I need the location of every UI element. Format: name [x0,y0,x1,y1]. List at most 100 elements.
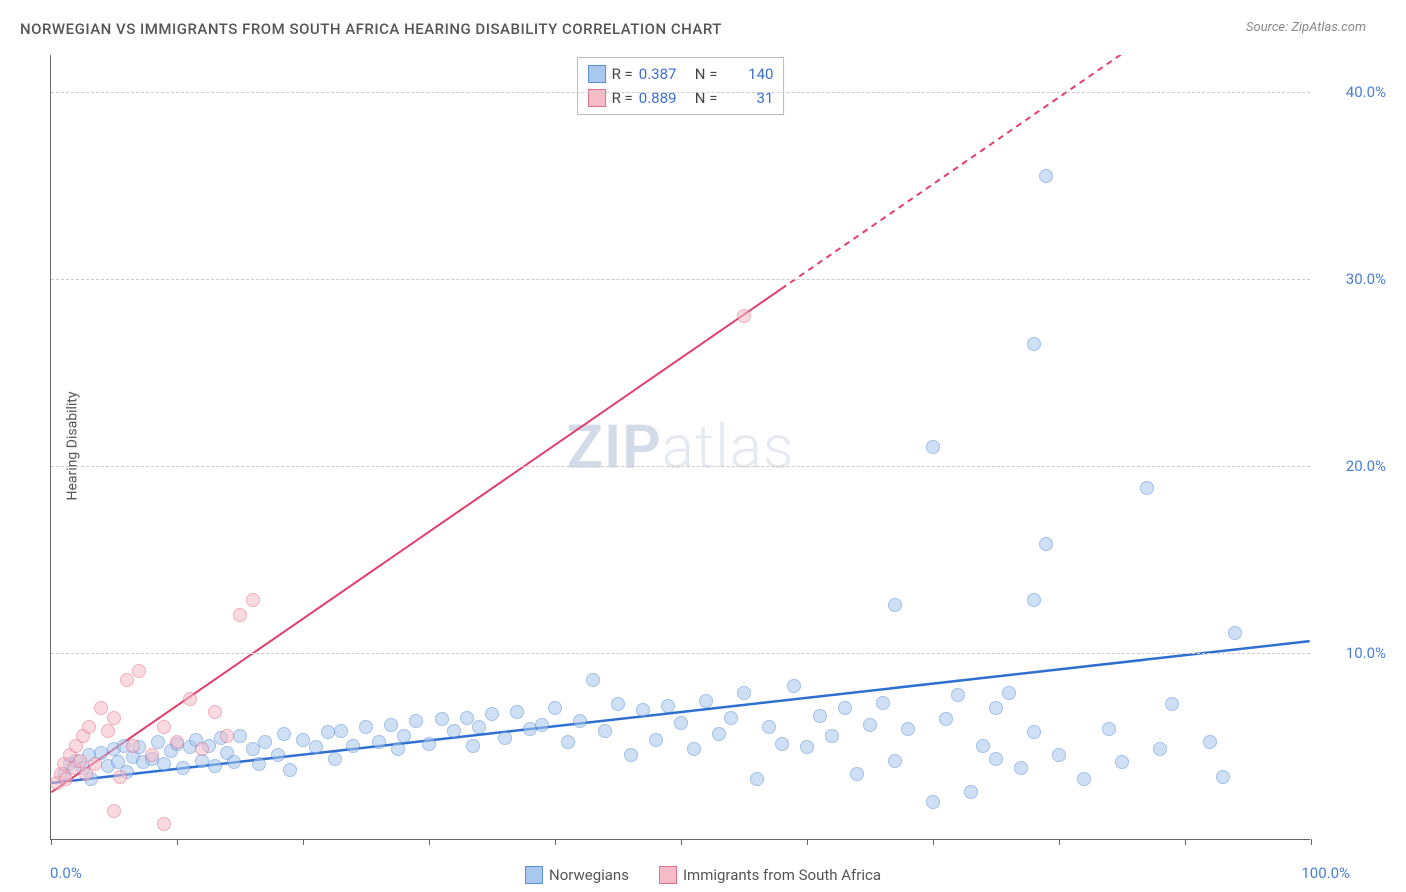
scatter-point [876,696,890,710]
scatter-point [649,733,663,747]
scatter-point [208,759,222,773]
scatter-point [888,598,902,612]
source-name: ZipAtlas.com [1291,20,1366,35]
legend-label: Immigrants from South Africa [683,866,881,884]
scatter-point [989,701,1003,715]
scatter-point [1002,686,1016,700]
x-tick [1059,839,1060,845]
gridline-h [51,92,1310,93]
scatter-point [157,720,171,734]
source-prefix: Source: [1246,20,1288,35]
bottom-legend: Norwegians Immigrants from South Africa [525,866,881,884]
scatter-point [346,739,360,753]
scatter-point [926,440,940,454]
gridline-h [51,279,1310,280]
scatter-point [422,737,436,751]
scatter-point [372,735,386,749]
scatter-point [661,699,675,713]
scatter-point [132,664,146,678]
x-tick [681,839,682,845]
stats-r-label: R = [612,86,633,110]
scatter-point [1039,537,1053,551]
stats-r-value: 0.387 [639,62,689,86]
scatter-point [901,722,915,736]
scatter-point [176,761,190,775]
scatter-point [195,742,209,756]
x-tick [429,839,430,845]
scatter-point [309,740,323,754]
y-tick-label: 20.0% [1346,457,1386,475]
scatter-point [466,739,480,753]
x-tick [1185,839,1186,845]
gridline-h [51,466,1310,467]
legend-item: Norwegians [525,866,629,884]
plot-area: ZIPatlas R =0.387N =140R =0.889N =31 [50,55,1310,840]
scatter-point [94,701,108,715]
scatter-point [460,711,474,725]
scatter-point [88,757,102,771]
scatter-point [737,686,751,700]
x-tick-label: 100.0% [1301,864,1350,882]
scatter-point [271,748,285,762]
stats-n-label: N = [695,62,718,86]
scatter-point [586,673,600,687]
scatter-point [233,729,247,743]
scatter-point [1203,735,1217,749]
scatter-point [951,688,965,702]
scatter-point [409,714,423,728]
scatter-point [838,701,852,715]
scatter-point [939,712,953,726]
scatter-point [724,711,738,725]
scatter-point [989,752,1003,766]
stats-swatch [588,65,606,83]
scatter-point [82,720,96,734]
y-tick-label: 40.0% [1346,83,1386,101]
scatter-point [252,757,266,771]
x-tick [303,839,304,845]
scatter-point [674,716,688,730]
scatter-point [1140,481,1154,495]
scatter-point [227,755,241,769]
x-tick [555,839,556,845]
stats-n-value: 31 [723,86,773,110]
scatter-point [1153,742,1167,756]
scatter-point [976,739,990,753]
scatter-point [472,720,486,734]
scatter-point [447,724,461,738]
scatter-point [1165,697,1179,711]
scatter-point [1039,169,1053,183]
legend-swatch [525,866,543,884]
scatter-point [328,752,342,766]
scatter-point [813,709,827,723]
scatter-point [101,724,115,738]
scatter-point [397,729,411,743]
stats-row: R =0.889N =31 [588,86,774,110]
scatter-point [126,739,140,753]
source-attribution: Source: ZipAtlas.com [1246,20,1366,35]
chart-title: NORWEGIAN VS IMMIGRANTS FROM SOUTH AFRIC… [20,20,722,38]
scatter-point [113,770,127,784]
x-tick [933,839,934,845]
scatter-point [775,737,789,751]
scatter-point [1216,770,1230,784]
scatter-point [258,735,272,749]
scatter-point [277,727,291,741]
scatter-point [498,731,512,745]
scatter-point [246,742,260,756]
scatter-point [636,703,650,717]
scatter-point [359,720,373,734]
scatter-point [863,718,877,732]
scatter-point [145,748,159,762]
scatter-point [548,701,562,715]
scatter-point [624,748,638,762]
legend-swatch [659,866,677,884]
scatter-point [107,711,121,725]
scatter-point [687,742,701,756]
scatter-point [800,740,814,754]
stats-r-label: R = [612,62,633,86]
scatter-point [712,727,726,741]
scatter-point [850,767,864,781]
scatter-point [611,697,625,711]
scatter-point [1077,772,1091,786]
scatter-point [334,724,348,738]
